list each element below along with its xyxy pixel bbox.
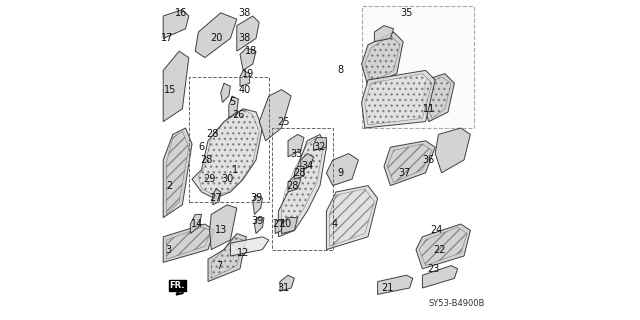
Polygon shape xyxy=(192,109,262,198)
Text: 27: 27 xyxy=(272,219,285,229)
Polygon shape xyxy=(384,141,435,186)
Polygon shape xyxy=(275,221,282,234)
Text: 24: 24 xyxy=(431,225,443,236)
Polygon shape xyxy=(191,214,202,234)
Polygon shape xyxy=(208,234,246,282)
Text: 1: 1 xyxy=(232,164,238,175)
Text: 9: 9 xyxy=(338,168,344,178)
Text: 31: 31 xyxy=(277,283,289,293)
Text: 28: 28 xyxy=(207,129,219,140)
Polygon shape xyxy=(237,16,259,51)
Text: 35: 35 xyxy=(400,8,413,18)
Text: 28: 28 xyxy=(287,180,299,191)
Polygon shape xyxy=(362,70,435,128)
Text: 17: 17 xyxy=(161,33,173,44)
Polygon shape xyxy=(288,176,301,192)
Text: 32: 32 xyxy=(314,142,326,152)
Polygon shape xyxy=(212,189,221,205)
Polygon shape xyxy=(229,96,239,118)
Polygon shape xyxy=(240,70,250,86)
Text: 38: 38 xyxy=(239,8,251,18)
Text: 20: 20 xyxy=(210,33,222,44)
Text: 26: 26 xyxy=(232,110,244,120)
Polygon shape xyxy=(280,275,294,291)
Polygon shape xyxy=(422,74,454,122)
Text: 27: 27 xyxy=(210,193,222,204)
Text: 36: 36 xyxy=(422,155,435,165)
Text: 8: 8 xyxy=(338,65,344,76)
Text: 3: 3 xyxy=(165,244,171,255)
Polygon shape xyxy=(435,128,470,173)
Polygon shape xyxy=(254,218,264,234)
Polygon shape xyxy=(416,224,470,269)
Text: 22: 22 xyxy=(434,244,446,255)
Polygon shape xyxy=(314,138,326,150)
Text: 15: 15 xyxy=(164,84,177,95)
Polygon shape xyxy=(288,134,304,157)
Text: 12: 12 xyxy=(237,248,250,258)
Text: 16: 16 xyxy=(175,8,187,18)
Text: 37: 37 xyxy=(399,168,411,178)
Text: 33: 33 xyxy=(290,148,302,159)
Text: 25: 25 xyxy=(277,116,289,127)
Polygon shape xyxy=(163,224,214,262)
Polygon shape xyxy=(253,195,262,214)
Text: 21: 21 xyxy=(381,283,394,293)
Text: 40: 40 xyxy=(239,84,251,95)
Polygon shape xyxy=(210,205,237,250)
Text: 10: 10 xyxy=(280,219,292,229)
Text: 39: 39 xyxy=(252,216,264,226)
Polygon shape xyxy=(195,13,237,58)
Text: 7: 7 xyxy=(216,260,222,271)
Polygon shape xyxy=(362,32,403,86)
Polygon shape xyxy=(278,134,326,237)
Polygon shape xyxy=(259,90,291,141)
Text: 34: 34 xyxy=(301,161,314,172)
Polygon shape xyxy=(163,128,192,218)
Text: 19: 19 xyxy=(242,68,254,79)
Text: 39: 39 xyxy=(250,193,262,204)
Text: 2: 2 xyxy=(166,180,172,191)
Text: 23: 23 xyxy=(428,264,440,274)
Polygon shape xyxy=(230,237,269,256)
Polygon shape xyxy=(294,166,304,179)
Polygon shape xyxy=(221,83,230,102)
Polygon shape xyxy=(240,48,256,70)
Polygon shape xyxy=(282,218,298,234)
Text: 5: 5 xyxy=(229,97,235,108)
Text: 28: 28 xyxy=(293,168,305,178)
Text: 28: 28 xyxy=(200,155,212,165)
Polygon shape xyxy=(301,154,314,170)
Polygon shape xyxy=(163,51,189,122)
Polygon shape xyxy=(378,275,413,294)
Text: 6: 6 xyxy=(198,142,205,152)
Text: 4: 4 xyxy=(332,219,337,229)
Polygon shape xyxy=(374,26,394,42)
Text: 14: 14 xyxy=(191,219,203,229)
Polygon shape xyxy=(326,186,378,250)
Text: 18: 18 xyxy=(245,46,257,56)
Text: 38: 38 xyxy=(239,33,251,44)
Text: FR.: FR. xyxy=(170,281,185,290)
Text: 30: 30 xyxy=(221,174,234,184)
Polygon shape xyxy=(362,6,474,128)
Text: 29: 29 xyxy=(204,174,216,184)
Text: 13: 13 xyxy=(214,225,227,236)
Polygon shape xyxy=(163,10,189,38)
Polygon shape xyxy=(326,154,358,186)
Text: 11: 11 xyxy=(422,104,435,114)
Text: SY53-B4900B: SY53-B4900B xyxy=(429,300,485,308)
Polygon shape xyxy=(422,266,458,288)
